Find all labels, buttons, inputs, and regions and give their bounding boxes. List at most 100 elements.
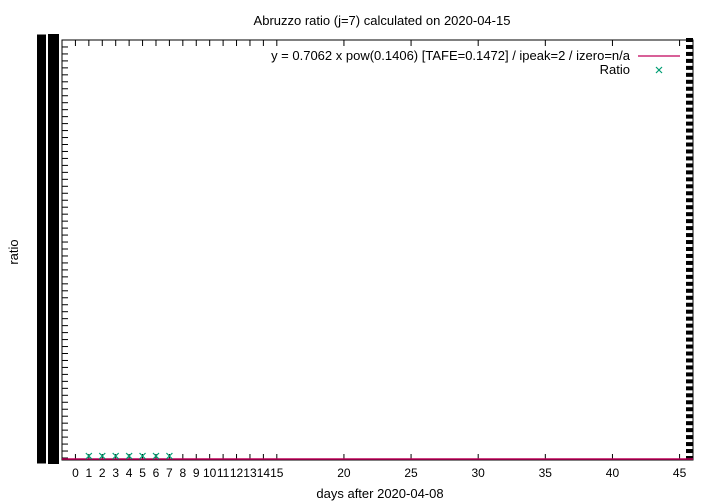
y-tick-right [686, 435, 693, 440]
y-tick-right [686, 281, 693, 286]
y-tick-label [48, 131, 59, 144]
y-tick-label [37, 368, 46, 380]
y-tick-right [686, 330, 693, 335]
y-tick-right [686, 184, 693, 189]
y-tick-label [48, 354, 59, 367]
y-tick-label [37, 132, 46, 144]
y-tick-label [48, 201, 59, 214]
y-tick-right [686, 58, 693, 63]
y-tick-label [48, 61, 59, 74]
y-tick-label [37, 334, 46, 346]
data-point [85, 452, 93, 460]
y-tick-label [37, 264, 46, 276]
y-tick-label [48, 410, 59, 423]
data-point [125, 452, 133, 460]
y-tick-right [686, 337, 693, 342]
y-tick-label [48, 347, 59, 360]
y-tick-label [37, 271, 46, 283]
legend-label-ratio: Ratio [600, 62, 630, 77]
x-tick-label: 14 [257, 466, 271, 480]
y-tick-label [48, 89, 59, 102]
y-tick-right [686, 86, 693, 91]
data-point [139, 452, 146, 460]
y-tick-label [48, 340, 59, 353]
y-tick-label [48, 382, 59, 395]
y-tick-label [48, 326, 59, 339]
y-tick-right [686, 142, 693, 147]
y-tick-label [37, 185, 46, 202]
y-tick-right [686, 163, 693, 168]
y-tick-label [37, 375, 46, 387]
y-tick-label [48, 47, 59, 60]
x-tick-label: 40 [606, 466, 620, 480]
x-tick-label: 13 [243, 466, 257, 480]
y-tick-right [686, 449, 693, 454]
y-tick-label [37, 115, 46, 132]
y-tick-right [686, 358, 693, 363]
y-tick-label [37, 45, 46, 62]
y-tick-label [48, 54, 59, 67]
legend: y = 0.7062 x pow(0.1406) [TAFE=0.1472] /… [271, 48, 680, 77]
data-point [112, 452, 120, 460]
y-tick-label [37, 150, 46, 167]
y-tick-right [686, 421, 693, 426]
y-tick-label [48, 263, 59, 276]
y-tick-label [48, 319, 59, 332]
y-tick-label [48, 361, 59, 374]
y-tick-label [37, 452, 46, 464]
y-tick-label [48, 82, 59, 95]
y-tick-right [686, 156, 693, 161]
y-tick-right [686, 393, 693, 398]
y-tick-label [48, 417, 59, 430]
y-axis-label: ratio [6, 239, 21, 264]
y-tick-label [37, 159, 46, 171]
y-tick-label [48, 180, 59, 193]
y-tick-label [37, 359, 46, 376]
y-tick-label [37, 445, 46, 457]
y-tick-right [686, 456, 693, 460]
y-tick-label [48, 208, 59, 221]
y-tick-label [48, 277, 59, 290]
legend-swatch-ratio [655, 66, 663, 74]
x-tick-label: 10 [203, 466, 217, 480]
y-tick-label [48, 312, 59, 325]
y-tick-right [686, 121, 693, 126]
y-tick-label [37, 348, 46, 359]
y-tick-label [37, 254, 46, 271]
y-tick-label [48, 452, 59, 464]
y-tick-label [48, 68, 59, 81]
y-tick-right [686, 51, 693, 56]
y-tick-right [686, 274, 693, 279]
x-tick-label: 30 [472, 466, 486, 480]
x-tick-label: 6 [153, 466, 160, 480]
y-tick-label [48, 236, 59, 249]
y-tick-label [48, 431, 59, 444]
series-layer [62, 452, 693, 460]
y-tick-label [48, 249, 59, 262]
y-tick-right [686, 400, 693, 405]
y-tick-label [48, 291, 59, 304]
y-tick-right [686, 170, 693, 175]
y-tick-right [686, 302, 693, 307]
y-tick-label [48, 103, 59, 116]
y-tick-label [37, 80, 46, 97]
y-tick-right [686, 379, 693, 384]
y-tick-label [37, 299, 46, 311]
y-tick-label [48, 166, 59, 179]
y-tick-right [686, 247, 693, 251]
y-tick-label [48, 145, 59, 158]
y-tick-label [48, 110, 59, 123]
y-tick-right [686, 191, 693, 196]
y-tick-label [37, 208, 46, 220]
y-tick-right [686, 114, 693, 119]
y-tick-label [48, 424, 59, 437]
data-point [165, 452, 173, 460]
y-axis-tick-labels [37, 34, 59, 464]
y-tick-right [686, 295, 693, 300]
y-tick-label [37, 306, 46, 318]
y-tick-label [48, 298, 59, 311]
x-tick-label: 0 [72, 466, 79, 480]
y-tick-label [37, 429, 46, 446]
x-tick-label: 7 [166, 466, 173, 480]
x-tick-label: 3 [112, 466, 119, 480]
